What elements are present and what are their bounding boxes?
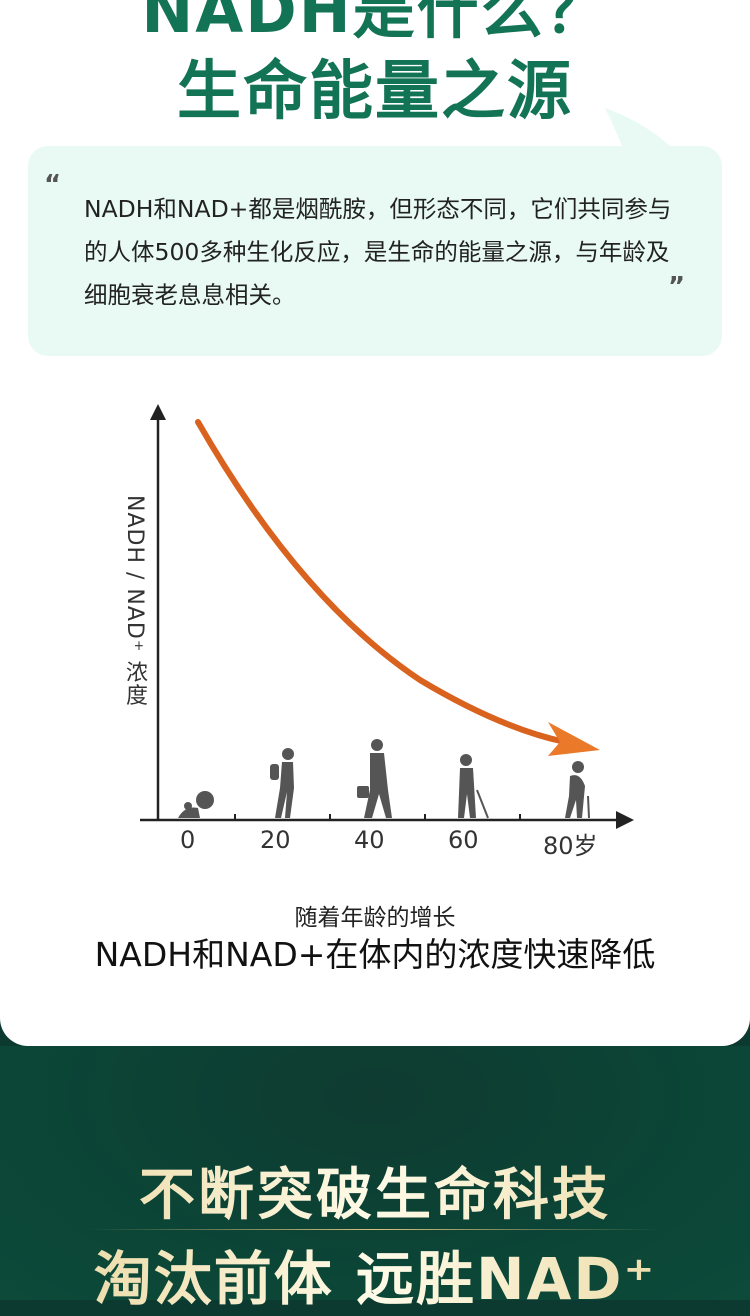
senior-figure-icon — [458, 754, 489, 819]
page-title: NADH是什么？ — [141, 0, 609, 47]
intro-text: NADH和NAD+都是烟酰胺，但形态不同，它们共同参与的人体500多种生化反应，… — [84, 195, 672, 309]
close-quote-icon: ” — [668, 272, 686, 302]
x-tick: 60 — [448, 826, 479, 854]
x-tick: 0 — [180, 826, 196, 854]
child-figure-icon — [270, 748, 294, 818]
page-subtitle: 生命能量之源 — [177, 55, 573, 129]
x-axis-arrow-icon — [616, 811, 634, 829]
decline-curve — [195, 419, 568, 745]
age-figures — [178, 739, 590, 819]
banner-divider — [88, 1229, 662, 1230]
baby-figure-icon — [178, 791, 214, 818]
curve-arrowhead-icon — [548, 722, 600, 756]
concentration-chart — [140, 404, 634, 829]
top-section: NADH是什么？ 生命能量之源 “ NADH和NAD+都是烟酰胺，但形态不同，它… — [0, 0, 750, 1046]
caption-line1: 随着年龄的增长 — [294, 905, 456, 931]
elderly-figure-icon — [565, 761, 590, 819]
caption-line2: NADH和NAD+在体内的浓度快速降低 — [94, 935, 656, 974]
bottom-banner — [0, 1046, 750, 1300]
y-axis-arrow-icon — [150, 404, 166, 420]
x-tick: 20 — [260, 826, 291, 854]
open-quote-icon: “ — [44, 170, 62, 200]
y-axis-label: NADH / NAD⁺ 浓度 — [122, 495, 147, 707]
x-tick: 40 — [354, 826, 385, 854]
x-tick: 80岁 — [543, 832, 598, 860]
banner-headline: 不断突破生命科技 — [0, 1150, 750, 1231]
intro-bubble — [28, 146, 722, 356]
banner-subheadline: 淘汰前体 远胜NAD⁺ — [0, 1232, 750, 1316]
adult-figure-icon — [357, 739, 392, 818]
